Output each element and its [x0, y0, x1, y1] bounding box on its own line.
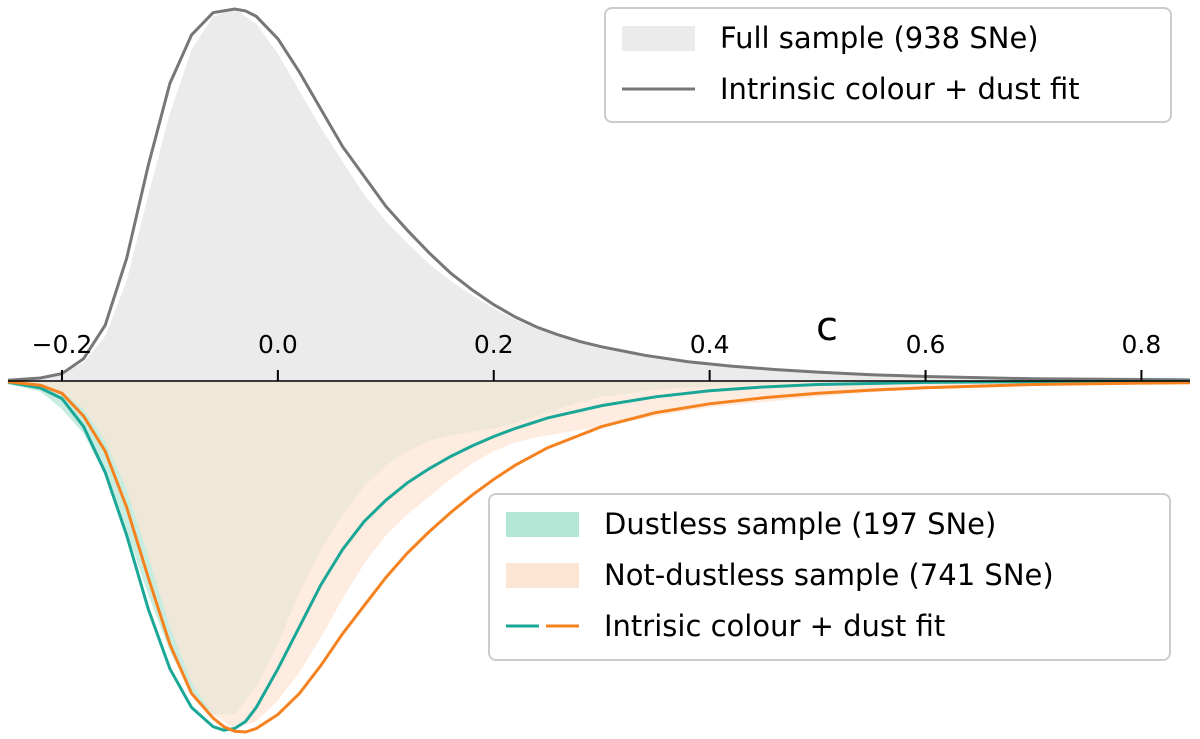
- x-tick-label: −0.2: [32, 330, 93, 359]
- legend-label: Dustless sample (197 SNe): [604, 507, 996, 541]
- x-tick-label: 0.2: [474, 330, 514, 359]
- legend-subsamples: Dustless sample (197 SNe) Not-dustless sa…: [488, 493, 1171, 661]
- x-tick-label: 0.8: [1122, 330, 1162, 359]
- area-full-sample-938-sne: [8, 9, 1190, 381]
- x-tick-label: 0.4: [690, 330, 730, 359]
- legend-frame: [488, 493, 1171, 661]
- x-axis-label: c: [816, 304, 838, 350]
- legend-label: Intrinsic colour + dust fit: [720, 72, 1080, 106]
- legend-full-sample: Full sample (938 SNe) Intrinsic colour + …: [604, 7, 1172, 123]
- upper-panel-fills: [8, 9, 1190, 381]
- legend-label: Full sample (938 SNe): [720, 21, 1039, 55]
- x-tick-label: 0.6: [906, 330, 946, 359]
- legend-swatch: [622, 26, 695, 51]
- curve-dustless-fit: [7, 379, 1191, 732]
- area-not-dustless-sample-741-sne: [8, 381, 1190, 729]
- fit-curves: [7, 7, 1191, 734]
- legend-swatch: [506, 512, 579, 537]
- legend-label: Intrisic colour + dust fit: [604, 609, 945, 643]
- x-tick-label: 0.0: [258, 330, 298, 359]
- curve-not-dustless-fit: [7, 380, 1191, 734]
- lower-panel-fills: [8, 381, 1190, 729]
- legend-swatch: [506, 563, 579, 588]
- curve-full-sample-fit: [7, 7, 1191, 382]
- legend-frame: [604, 7, 1172, 123]
- legend-label: Not-dustless sample (741 SNe): [604, 558, 1054, 592]
- x-ticks: −0.2 0.0 0.2 0.4 0.6 0.8: [32, 330, 1162, 381]
